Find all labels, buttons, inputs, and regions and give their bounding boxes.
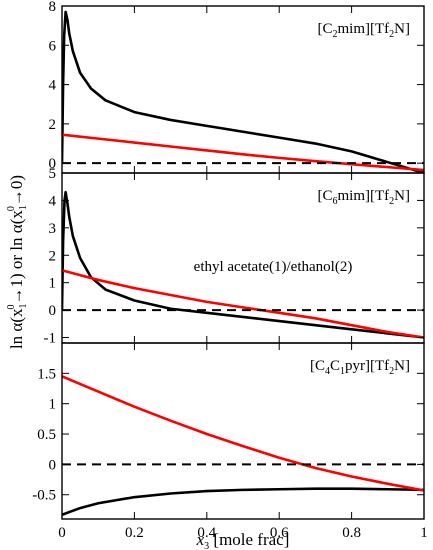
top-y-tick-label: 8 <box>49 0 57 15</box>
panel-bottom: 0 0.2 0.4 0.6 0.8 1 -0.5 0 0.5 1 1.5 <box>32 342 428 541</box>
middle-y-tick-label: 5 <box>49 166 57 182</box>
top-y-tick-label: 2 <box>49 117 57 133</box>
panel-middle-annotation: [C6mim][Tf2N] <box>318 188 410 207</box>
mixture-label: ethyl acetate(1)/ethanol(2) <box>194 259 353 275</box>
x-tick-label: 0.4 <box>197 525 216 541</box>
panel-top-annotation: [C2mim][Tf2N] <box>318 21 410 40</box>
middle-y-tick-label: 2 <box>49 248 57 264</box>
bottom-frame <box>61 342 425 520</box>
bottom-y-tick-label: -0.5 <box>32 488 56 504</box>
middle-y-tick-label: -1 <box>44 331 57 347</box>
middle-y-tick-label: 0 <box>49 303 57 319</box>
y-axis-label: ln α(x10→1) or ln α(x10→0) <box>6 175 29 349</box>
x-axis-label: x3 [mole frac] <box>196 530 290 550</box>
middle-series-0 <box>62 190 424 339</box>
panel-bottom-annotation: [C4C1pyr][Tf2N] <box>310 358 410 377</box>
top-series-1 <box>62 133 424 172</box>
middle-y-tick-label: 3 <box>49 221 57 237</box>
bottom-y-tick-label: 0.5 <box>37 427 56 443</box>
top-y-tick-label: 0 <box>49 156 57 172</box>
bottom-y-tick-label: 1.5 <box>37 366 56 382</box>
x-tick-label: 1 <box>420 525 428 541</box>
x-tick-label: 0.8 <box>342 525 361 541</box>
bottom-y-tick-label: 1 <box>49 397 57 413</box>
panel-top: 0 2 4 6 8 <box>49 0 425 174</box>
top-y-tick-label: 4 <box>49 78 57 94</box>
x-tick-label: 0.2 <box>125 525 144 541</box>
middle-y-tick-label: 4 <box>49 193 57 209</box>
bottom-y-tick-label: 0 <box>49 457 57 473</box>
middle-series-1 <box>62 269 424 339</box>
x-tick-label: 0 <box>58 525 66 541</box>
top-series-0 <box>62 10 424 173</box>
bottom-series-1 <box>62 375 424 492</box>
bottom-series-0 <box>62 487 424 516</box>
x-tick-label: 0.6 <box>270 525 289 541</box>
top-y-tick-label: 6 <box>49 38 57 54</box>
middle-y-tick-label: 1 <box>49 276 57 292</box>
